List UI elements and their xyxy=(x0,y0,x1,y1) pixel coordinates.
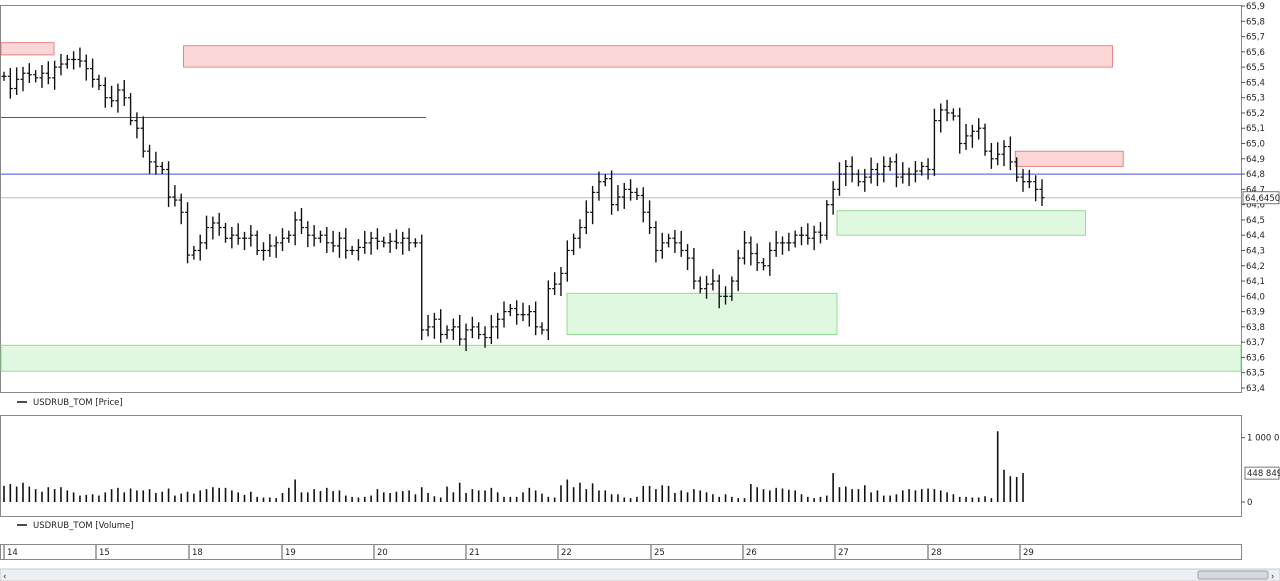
y-tick-label: 65,5 xyxy=(1246,63,1265,73)
y-tick-label: 65,4 xyxy=(1246,78,1265,88)
scroll-left-arrow[interactable]: ‹ xyxy=(3,572,6,581)
date-label-26: 26 xyxy=(746,548,757,558)
date-label-20: 20 xyxy=(377,548,388,558)
last-volume-label: 448 849 xyxy=(1247,469,1280,479)
y-tick-label: 63,7 xyxy=(1246,338,1265,348)
price-legend-label: USDRUB_TOM [Price] xyxy=(33,398,123,408)
y-tick-label: 64,3 xyxy=(1246,246,1265,256)
scroll-right-arrow[interactable]: › xyxy=(1271,572,1274,581)
y-tick-label: 63,5 xyxy=(1246,369,1265,379)
support-zone-right xyxy=(836,210,1086,236)
y-tick-label: 64,8 xyxy=(1246,170,1265,180)
last-price-label: 64,6450 xyxy=(1245,194,1280,204)
date-label-29: 29 xyxy=(1023,548,1034,558)
support-zone-bottom xyxy=(0,344,1242,372)
y-tick-label: 65,7 xyxy=(1246,33,1265,43)
y-tick-label: 64,2 xyxy=(1246,262,1265,272)
support-zone-mid xyxy=(566,292,838,335)
y-tick-label: 64,4 xyxy=(1246,231,1265,241)
y-tick-label: 64,5 xyxy=(1246,216,1265,226)
y-tick-label: 63,4 xyxy=(1246,384,1265,394)
date-label-25: 25 xyxy=(654,548,665,558)
y-tick-label: 65,3 xyxy=(1246,94,1265,104)
y-tick-label: 63,6 xyxy=(1246,353,1265,363)
y-tick-label: 64,0 xyxy=(1246,292,1265,302)
last-price-box xyxy=(1242,191,1280,205)
scrollbar-thumb[interactable] xyxy=(1197,570,1269,580)
date-axis xyxy=(0,544,1242,560)
date-label-19: 19 xyxy=(285,548,296,558)
price-bars xyxy=(1,47,1045,352)
y-tick-label: 65,2 xyxy=(1246,109,1265,119)
y-tick-label: 65,1 xyxy=(1246,124,1265,134)
date-label-27: 27 xyxy=(838,548,849,558)
y-tick-label: 64,1 xyxy=(1246,277,1265,287)
volume-legend-label: USDRUB_TOM [Volume] xyxy=(33,521,134,531)
date-label-18: 18 xyxy=(192,548,203,558)
volume-pane xyxy=(0,415,1242,517)
y-tick-label: 64,6 xyxy=(1246,201,1265,211)
date-label-15: 15 xyxy=(99,548,110,558)
resistance-zone-right xyxy=(1014,150,1124,167)
date-label-14: 14 xyxy=(7,548,18,558)
y-tick-label: 65,0 xyxy=(1246,140,1265,150)
date-label-22: 22 xyxy=(561,548,572,558)
y-tick-label: 64,9 xyxy=(1246,155,1265,165)
date-label-21: 21 xyxy=(469,548,480,558)
vol-tick-label-zero: 0 xyxy=(1247,498,1252,508)
resistance-zone-left xyxy=(0,42,55,56)
y-tick-label: 65,8 xyxy=(1246,17,1265,27)
y-tick-label: 63,9 xyxy=(1246,308,1265,318)
resistance-zone-main xyxy=(183,45,1113,68)
y-tick-label: 65,6 xyxy=(1246,48,1265,58)
volume-bars xyxy=(3,431,1024,502)
last-volume-box xyxy=(1244,466,1280,480)
date-label-28: 28 xyxy=(931,548,942,558)
y-tick-label: 63,8 xyxy=(1246,323,1265,333)
scrollbar-track xyxy=(0,568,1280,581)
vol-tick-label-max: 1 000 00 xyxy=(1247,434,1280,444)
horizontal-scrollbar[interactable] xyxy=(0,568,1280,581)
y-tick-label: 65,9 xyxy=(1246,2,1265,12)
y-tick-label: 64,7 xyxy=(1246,185,1265,195)
